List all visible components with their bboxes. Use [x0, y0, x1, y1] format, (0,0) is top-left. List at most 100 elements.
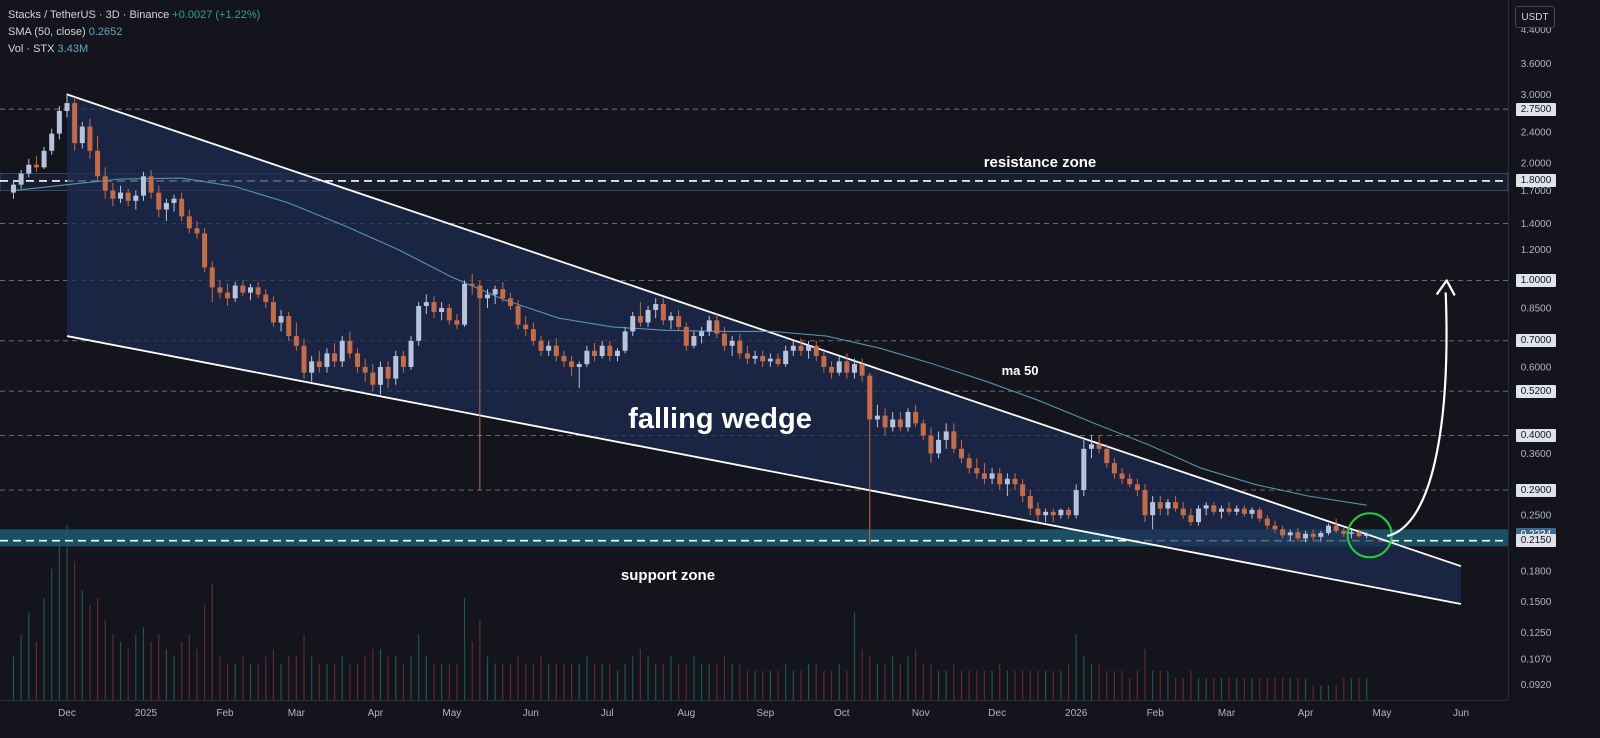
volume-bar [1343, 678, 1345, 700]
volume-bar [540, 656, 542, 700]
candle-body [683, 326, 689, 346]
volume-bar [922, 663, 924, 700]
candle-up [584, 345, 590, 367]
candle-body [760, 356, 766, 362]
candle-body [1218, 508, 1224, 512]
candle-down [683, 322, 689, 351]
candle-body [1096, 444, 1102, 449]
candle-up [1203, 502, 1209, 516]
candle-body [1081, 448, 1087, 491]
volume-bar [884, 663, 886, 700]
time-axis[interactable]: Dec 2025 Feb Mar Apr May Jun Jul Aug Sep Oct Nov Dec… [58, 708, 1469, 719]
candle-body [989, 473, 995, 479]
price-axis-tag: 0.4000 [1516, 429, 1556, 443]
candle-up [377, 361, 383, 395]
candle-down [1111, 458, 1117, 479]
candle-up [851, 358, 857, 379]
volume-bar [1029, 670, 1031, 700]
candle-body [783, 350, 789, 365]
candle-body [1127, 478, 1133, 485]
candle-down [500, 282, 506, 303]
candle-body [1111, 463, 1117, 474]
volume-bars [12, 525, 1368, 700]
volume-bar [563, 663, 565, 700]
candle-body [691, 336, 697, 346]
candle-down [400, 350, 406, 373]
time-axis-label: Nov [912, 708, 930, 719]
candle-body [477, 285, 483, 299]
volume-bar [1335, 685, 1337, 700]
candle-down [1127, 473, 1133, 488]
candle-body [179, 198, 185, 217]
volume-bar [1014, 670, 1016, 700]
volume-bar [693, 656, 695, 700]
candle-body [156, 192, 162, 210]
candle-down [110, 182, 116, 207]
volume-bar [226, 663, 229, 700]
volume-row[interactable]: Vol · STX 3.43M [8, 41, 260, 58]
candle-down [515, 300, 521, 330]
projection-arrow-head [1435, 279, 1456, 296]
time-axis-label: Dec [58, 708, 76, 719]
candle-body [951, 431, 957, 449]
wedge-lower-trendline [66, 335, 1462, 605]
volume-bar [1152, 670, 1154, 700]
candle-body [913, 411, 919, 424]
candle-down [1272, 520, 1278, 534]
candle-body [1226, 508, 1232, 512]
volume-bar [165, 648, 167, 700]
wedge-upper-trendline [66, 93, 1462, 568]
candle-body [874, 415, 880, 420]
volume-bar [433, 663, 435, 700]
candle-down [347, 331, 353, 359]
candle-body [140, 176, 146, 196]
candle-up [752, 350, 758, 365]
time-axis-label: Dec [988, 708, 1006, 719]
sma-row[interactable]: SMA (50, close) 0.2652 [8, 24, 260, 41]
symbol-row[interactable]: Stacks / TetherUS · 3D · Binance +0.0027… [8, 7, 260, 24]
volume-bar [272, 648, 275, 700]
candle-body [255, 287, 261, 295]
candle-down [1104, 444, 1110, 469]
candle-body [232, 285, 238, 299]
candle-up [416, 302, 422, 346]
candle-down [209, 261, 215, 303]
candle-body [614, 350, 620, 357]
candle-up [989, 468, 995, 485]
currency-button[interactable]: USDT [1515, 6, 1555, 28]
candle-down [530, 322, 536, 346]
price-axis[interactable]: 4.4000 3.6000 3.0000 2.4000 2.0000 1.7000 1.40… [1521, 25, 1552, 691]
volume-bar [127, 648, 129, 700]
candle-down [1119, 468, 1125, 485]
price-axis-label: 0.6000 [1521, 362, 1552, 373]
candle-body [576, 364, 582, 367]
candle-up [18, 169, 24, 189]
volume-bar [1136, 670, 1138, 700]
price-axis-label: 0.8500 [1521, 303, 1552, 314]
candle-body [1050, 511, 1056, 516]
candle-down [1264, 515, 1270, 530]
volume-bar [112, 634, 114, 700]
candle-up [943, 423, 949, 449]
candle-up [26, 158, 32, 178]
candle-up [691, 331, 697, 349]
candle-body [416, 305, 422, 341]
volume-bar [425, 656, 427, 700]
volume-bar [953, 663, 955, 700]
volume-bar [570, 663, 573, 700]
candle-up [171, 194, 177, 212]
volume-bar [593, 663, 596, 700]
volume-bar [326, 663, 328, 700]
volume-bar [777, 670, 779, 700]
candle-body [439, 307, 445, 312]
price-change: +0.0027 (+1.22%) [172, 9, 261, 21]
candle-body [959, 448, 965, 459]
volume-bar [930, 663, 932, 700]
candle-body [607, 345, 613, 357]
price-axis-tag: 0.2150 [1516, 534, 1556, 548]
candle-body [324, 353, 330, 367]
candle-body [752, 356, 758, 359]
candle-down [844, 353, 850, 379]
candle-body [584, 350, 590, 365]
